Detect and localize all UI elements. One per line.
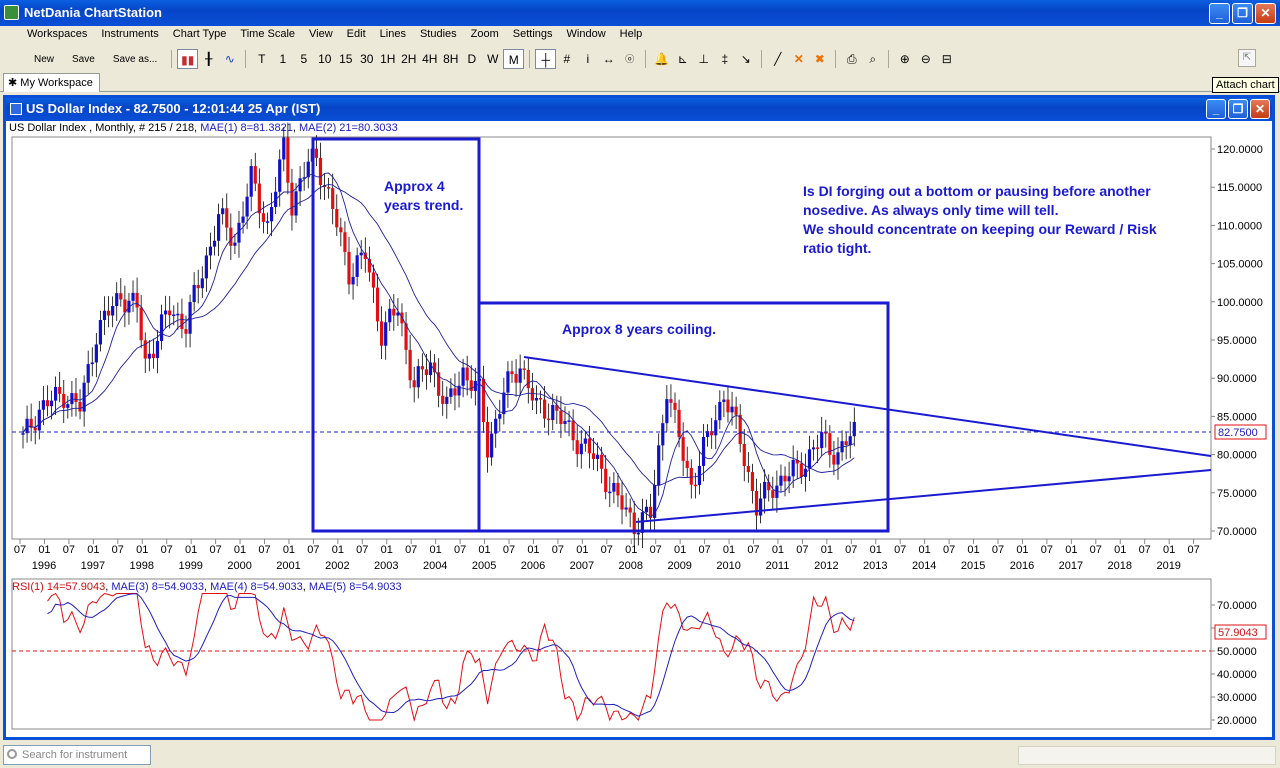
status-bar: Search for instrument [0,743,1280,768]
bar-chart-icon[interactable]: ╂ [205,52,213,66]
timeframe-2h-button[interactable]: 2H [401,52,417,66]
app-icon [4,5,19,20]
timeframe-30-button[interactable]: 30 [360,52,374,66]
chart-window-titlebar: US Dollar Index - 82.7500 - 12:01:44 25 … [6,98,1272,121]
chart-minimize-button[interactable]: _ [1206,99,1226,119]
grid-icon[interactable]: # [563,52,571,66]
channel-icon[interactable]: ‡ [721,52,729,66]
minimize-button[interactable]: _ [1209,3,1230,24]
line-chart-icon[interactable]: ∿ [224,52,235,66]
menu-workspaces[interactable]: Workspaces [27,28,88,40]
timeframe-m-button[interactable]: M [503,49,525,69]
menu-edit[interactable]: Edit [346,28,366,40]
chart-window: US Dollar Index - 82.7500 - 12:01:44 25 … [3,95,1275,740]
timeframe-8h-button[interactable]: 8H [443,52,459,66]
trendline-icon[interactable]: ⊾ [677,52,688,66]
timeframe-4h-button[interactable]: 4H [422,52,438,66]
menu-help[interactable]: Help [619,28,643,40]
menu-time-scale[interactable]: Time Scale [240,28,296,40]
zoom-reset-icon[interactable]: ⊟ [941,52,952,66]
menu-chart-type[interactable]: Chart Type [172,28,227,40]
zoom-out-icon[interactable]: ⊖ [920,52,931,66]
horizontal-scrollbar[interactable] [1018,746,1276,765]
menu-instruments[interactable]: Instruments [101,28,159,40]
delete-all-icon[interactable]: ✖ [814,52,825,66]
menu-lines[interactable]: Lines [379,28,406,40]
alert-bell-icon[interactable]: 🔔 [654,52,670,66]
timeframe-d-button[interactable]: D [467,52,477,66]
timeframe-1h-button[interactable]: 1H [380,52,396,66]
menu-settings[interactable]: Settings [512,28,553,40]
tab-label: My Workspace [20,77,93,89]
toolbar-separator [761,50,763,68]
zoom-in-icon[interactable]: ⊕ [899,52,910,66]
print-preview-icon[interactable]: ⌕ [869,52,877,66]
search-placeholder: Search for instrument [22,749,128,761]
pan-icon[interactable]: ↔ [602,52,615,66]
mae1-label: MAE(1) 8=81.3821 [200,122,293,134]
toolbar-separator [888,50,890,68]
delete-drawing-icon[interactable]: ✕ [793,52,804,66]
fibonacci-icon[interactable]: ⊥ [698,52,709,66]
toolbar: New Save Save as... ▮▮ ╂ ∿ T 1 5 10 15 3… [0,45,1280,73]
price-info-line: US Dollar Index , Monthly, # 215 / 218, … [9,122,398,134]
draw-line-icon[interactable]: ╱ [774,52,782,66]
rsi-info-line: RSI(1) 14=57.9043, MAE(3) 8=54.9033, MAE… [12,581,402,593]
timeframe-t-button[interactable]: T [258,52,266,66]
search-icon [7,749,17,759]
chart-window-icon [10,103,22,115]
timeframe-1-button[interactable]: 1 [279,52,287,66]
crosshair-icon[interactable]: ┼ [535,49,557,69]
workspace-tabs: ✱ My Workspace [0,73,1280,92]
menu-zoom[interactable]: Zoom [470,28,499,40]
chart-close-button[interactable]: ✕ [1250,99,1270,119]
tab-my-workspace[interactable]: ✱ My Workspace [3,73,100,92]
mae4-label: MAE(4) 8=54.9033 [210,581,303,593]
save-button[interactable]: Save [72,53,95,65]
chart-restore-button[interactable]: ❐ [1228,99,1248,119]
app-title: NetDania ChartStation [24,5,162,20]
mae2-label: MAE(2) 21=80.3033 [298,122,398,134]
chart-window-title: US Dollar Index - 82.7500 - 12:01:44 25 … [26,101,321,116]
toolbar-separator [835,50,837,68]
toolbar-separator [245,50,247,68]
app-titlebar: NetDania ChartStation _ ❐ ✕ [0,0,1280,26]
info-icon[interactable]: i [586,52,590,66]
menu-view[interactable]: View [309,28,333,40]
attach-chart-tooltip: Attach chart [1212,77,1279,93]
menu-window[interactable]: Window [566,28,606,40]
timeframe-15-button[interactable]: 15 [339,52,353,66]
timeframe-5-button[interactable]: 5 [300,52,308,66]
timeframe-w-button[interactable]: W [487,52,499,66]
instrument-search-input[interactable]: Search for instrument [3,745,151,765]
timeframe-10-button[interactable]: 10 [318,52,332,66]
toolbar-separator [645,50,647,68]
attach-chart-icon[interactable]: ⇱ [1238,49,1256,67]
mae5-label: MAE(5) 8=54.9033 [308,581,402,593]
menu-studies[interactable]: Studies [419,28,457,40]
indicator-settings-icon[interactable]: ⓞ [625,54,635,64]
close-button[interactable]: ✕ [1255,3,1276,24]
menu-bar: Workspaces Instruments Chart Type Time S… [0,26,1280,45]
restore-button[interactable]: ❐ [1232,3,1253,24]
toolbar-separator [529,50,531,68]
instrument-info: US Dollar Index , Monthly, # 215 / 218, [9,122,201,134]
rsi-label: RSI(1) 14=57.9043 [12,581,106,593]
mae3-label: MAE(3) 8=54.9033 [111,581,205,593]
arrow-tool-icon[interactable]: ↘ [740,52,751,66]
print-icon[interactable]: ⎙ [846,52,857,66]
candlestick-chart-icon[interactable]: ▮▮ [177,49,199,69]
toolbar-separator [171,50,173,68]
save-as-button[interactable]: Save as... [112,53,158,65]
new-button[interactable]: New [34,53,55,65]
